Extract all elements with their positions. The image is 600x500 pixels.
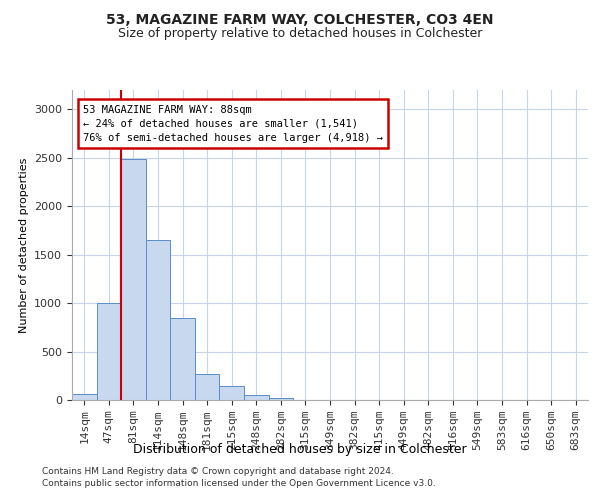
Text: 53 MAGAZINE FARM WAY: 88sqm
← 24% of detached houses are smaller (1,541)
76% of : 53 MAGAZINE FARM WAY: 88sqm ← 24% of det… [83,104,383,142]
Bar [121,159,146,400]
Bar [220,386,244,400]
Text: Contains HM Land Registry data © Crown copyright and database right 2024.: Contains HM Land Registry data © Crown c… [42,467,394,476]
Text: 53, MAGAZINE FARM WAY, COLCHESTER, CO3 4EN: 53, MAGAZINE FARM WAY, COLCHESTER, CO3 4… [106,12,494,26]
Bar [195,374,220,400]
Bar [146,240,170,400]
Text: Size of property relative to detached houses in Colchester: Size of property relative to detached ho… [118,28,482,40]
Bar [244,394,269,400]
Text: Distribution of detached houses by size in Colchester: Distribution of detached houses by size … [133,442,467,456]
Text: Contains public sector information licensed under the Open Government Licence v3: Contains public sector information licen… [42,478,436,488]
Bar [269,398,293,400]
Y-axis label: Number of detached properties: Number of detached properties [19,158,29,332]
Bar [170,318,195,400]
Bar [97,303,121,400]
Bar [72,394,97,400]
